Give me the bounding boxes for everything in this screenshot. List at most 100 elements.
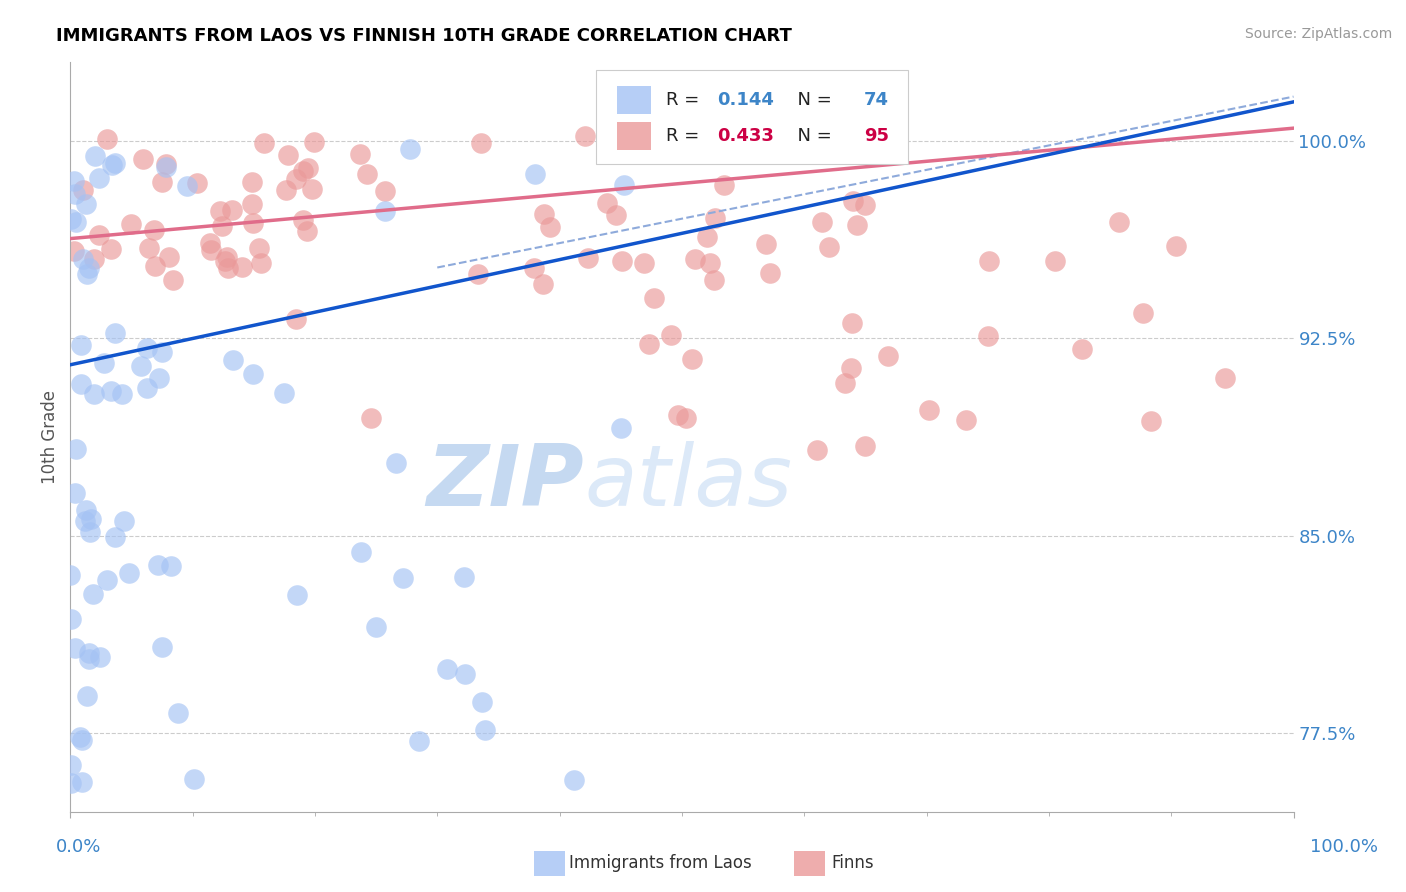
Point <box>155 160 177 174</box>
Point <box>72 252 94 267</box>
Text: ZIP: ZIP <box>426 441 583 524</box>
Point <box>146 558 169 573</box>
Point <box>374 184 396 198</box>
Point <box>681 352 703 367</box>
Point <box>876 349 898 363</box>
Point <box>247 241 270 255</box>
Point <box>955 413 977 427</box>
Text: 95: 95 <box>865 127 889 145</box>
Point <box>471 695 494 709</box>
Point <box>291 212 314 227</box>
Point <box>470 136 492 150</box>
Point <box>755 236 778 251</box>
Point <box>69 338 91 352</box>
Point <box>83 149 105 163</box>
Point <box>790 138 813 153</box>
Point <box>118 566 141 581</box>
Point <box>855 439 877 453</box>
Point <box>112 514 135 528</box>
Point <box>364 619 387 633</box>
Point <box>399 142 422 156</box>
Point <box>661 328 683 343</box>
Point <box>155 157 177 171</box>
Point <box>977 329 1000 343</box>
Point <box>59 568 82 582</box>
Point <box>59 758 82 772</box>
Point <box>150 640 173 654</box>
Point <box>360 411 382 425</box>
Point <box>1043 253 1066 268</box>
Point <box>350 545 373 559</box>
Point <box>143 260 166 274</box>
Point <box>523 260 546 275</box>
Point <box>675 411 697 425</box>
Point <box>356 167 378 181</box>
Text: Source: ZipAtlas.com: Source: ZipAtlas.com <box>1244 27 1392 41</box>
Point <box>143 223 166 237</box>
Point <box>104 530 127 544</box>
Point <box>703 273 725 287</box>
Point <box>605 208 627 222</box>
Point <box>72 732 94 747</box>
Point <box>349 147 371 161</box>
Point <box>738 143 761 157</box>
Text: 100.0%: 100.0% <box>1310 838 1378 856</box>
Point <box>96 573 118 587</box>
Point <box>75 196 97 211</box>
Point <box>79 511 101 525</box>
Point <box>62 244 84 258</box>
Point <box>841 316 863 330</box>
Point <box>69 376 91 391</box>
Y-axis label: 10th Grade: 10th Grade <box>41 390 59 484</box>
Text: Finns: Finns <box>831 855 873 872</box>
Point <box>69 730 91 744</box>
Point <box>523 167 546 181</box>
Point <box>436 662 458 676</box>
Point <box>221 202 243 217</box>
Point <box>60 612 83 626</box>
Point <box>76 267 98 281</box>
Point <box>1213 371 1236 385</box>
Point <box>633 256 655 270</box>
Point <box>839 360 862 375</box>
FancyBboxPatch shape <box>617 121 651 150</box>
Point <box>276 183 298 197</box>
Point <box>273 385 295 400</box>
Point <box>242 216 264 230</box>
Point <box>391 571 413 585</box>
Point <box>666 408 689 422</box>
Point <box>87 228 110 243</box>
Point <box>291 164 314 178</box>
Point <box>1108 215 1130 229</box>
Point <box>70 774 93 789</box>
Point <box>93 356 115 370</box>
Point <box>72 183 94 197</box>
Point <box>96 132 118 146</box>
Point <box>150 175 173 189</box>
Point <box>231 260 253 274</box>
Text: 74: 74 <box>865 91 889 109</box>
Point <box>596 195 619 210</box>
Point <box>100 384 122 399</box>
Point <box>454 666 477 681</box>
Point <box>183 772 205 786</box>
Point <box>138 241 160 255</box>
Text: R =: R = <box>666 91 704 109</box>
Point <box>159 250 181 264</box>
Point <box>285 588 308 602</box>
Point <box>297 161 319 175</box>
Point <box>853 198 876 212</box>
Point <box>82 587 104 601</box>
Point <box>135 381 157 395</box>
Point <box>713 178 735 192</box>
Point <box>65 215 87 229</box>
FancyBboxPatch shape <box>617 86 651 114</box>
Point <box>846 218 869 232</box>
Point <box>100 158 122 172</box>
Point <box>65 641 87 656</box>
Point <box>209 204 232 219</box>
Point <box>162 273 184 287</box>
Point <box>253 136 276 150</box>
Point <box>83 252 105 266</box>
Point <box>643 291 665 305</box>
